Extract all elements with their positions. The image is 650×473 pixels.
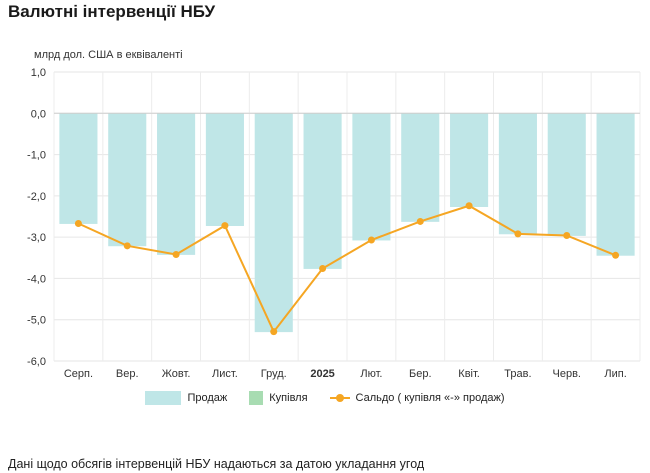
- sales-bar: [157, 113, 196, 255]
- y-tick-label: -1,0: [27, 150, 46, 162]
- balance-point: [563, 231, 571, 239]
- y-tick-label: -5,0: [27, 315, 46, 327]
- balance-point: [172, 250, 180, 258]
- footnote: Дані щодо обсягів інтервенцій НБУ надают…: [8, 457, 425, 471]
- x-tick-label: Квіт.: [458, 368, 480, 380]
- balance-point: [221, 222, 229, 230]
- y-axis-unit-label: млрд дол. США в еквіваленті: [34, 49, 183, 61]
- x-tick-label: Вер.: [116, 368, 139, 380]
- legend-label-sales: Продаж: [187, 392, 228, 404]
- legend-swatch-purchases: [249, 391, 264, 405]
- sales-bar: [498, 113, 537, 235]
- x-tick-label: Черв.: [553, 368, 581, 380]
- sales-bar: [59, 113, 98, 224]
- sales-bar: [205, 113, 244, 226]
- legend-label-balance: Сальдо ( купівля «-» продаж): [355, 392, 505, 404]
- balance-point: [74, 220, 82, 228]
- x-tick-label: Серп.: [64, 368, 93, 380]
- x-tick-label: Лист.: [212, 368, 238, 380]
- balance-point: [416, 217, 424, 225]
- chart-legend: Продаж Купівля Сальдо ( купівля «-» прод…: [0, 391, 650, 405]
- chart-svg: 1,0 0,0 -1,0 -2,0 -3,0 -4,0 -5,0 -6,0 Серп. Вер. Ж…: [27, 67, 641, 380]
- x-tick-label: Бер.: [409, 368, 432, 380]
- sales-bar: [254, 113, 293, 333]
- sales-bar: [450, 113, 489, 208]
- legend-item-balance[interactable]: Сальдо ( купівля «-» продаж): [329, 391, 505, 405]
- legend-item-sales[interactable]: Продаж: [145, 391, 227, 405]
- chart-title: Валютні інтервенції НБУ: [8, 2, 216, 21]
- balance-point: [270, 328, 278, 336]
- balance-point: [465, 202, 473, 210]
- sales-bar: [401, 113, 440, 222]
- sales-bar: [547, 113, 586, 236]
- sales-bar: [303, 113, 342, 269]
- sales-bar: [352, 113, 391, 241]
- x-tick-label: Груд.: [261, 368, 287, 380]
- y-tick-label: -6,0: [27, 356, 46, 368]
- balance-point: [123, 242, 131, 250]
- x-tick-label: Трав.: [504, 368, 531, 380]
- legend-label-purchases: Купівля: [269, 392, 308, 404]
- y-tick-label: -4,0: [27, 273, 46, 285]
- balance-line: [78, 204, 616, 334]
- legend-item-purchases[interactable]: Купівля: [249, 391, 308, 405]
- sales-bar: [108, 113, 147, 247]
- x-tick-label: 2025: [310, 368, 334, 380]
- balance-point: [514, 230, 522, 238]
- x-tick-label: Жовт.: [162, 368, 191, 380]
- y-tick-label: 1,0: [31, 67, 46, 79]
- balance-point: [319, 265, 327, 273]
- balance-point: [367, 236, 375, 244]
- x-tick-label: Лют.: [360, 368, 382, 380]
- y-tick-label: -3,0: [27, 232, 46, 244]
- balance-point: [612, 251, 620, 259]
- y-tick-label: 0,0: [31, 108, 46, 120]
- legend-swatch-balance: [329, 391, 350, 405]
- legend-swatch-sales: [145, 391, 182, 405]
- sales-bar: [596, 113, 635, 256]
- y-tick-label: -2,0: [27, 191, 46, 203]
- x-tick-label: Лип.: [604, 368, 626, 380]
